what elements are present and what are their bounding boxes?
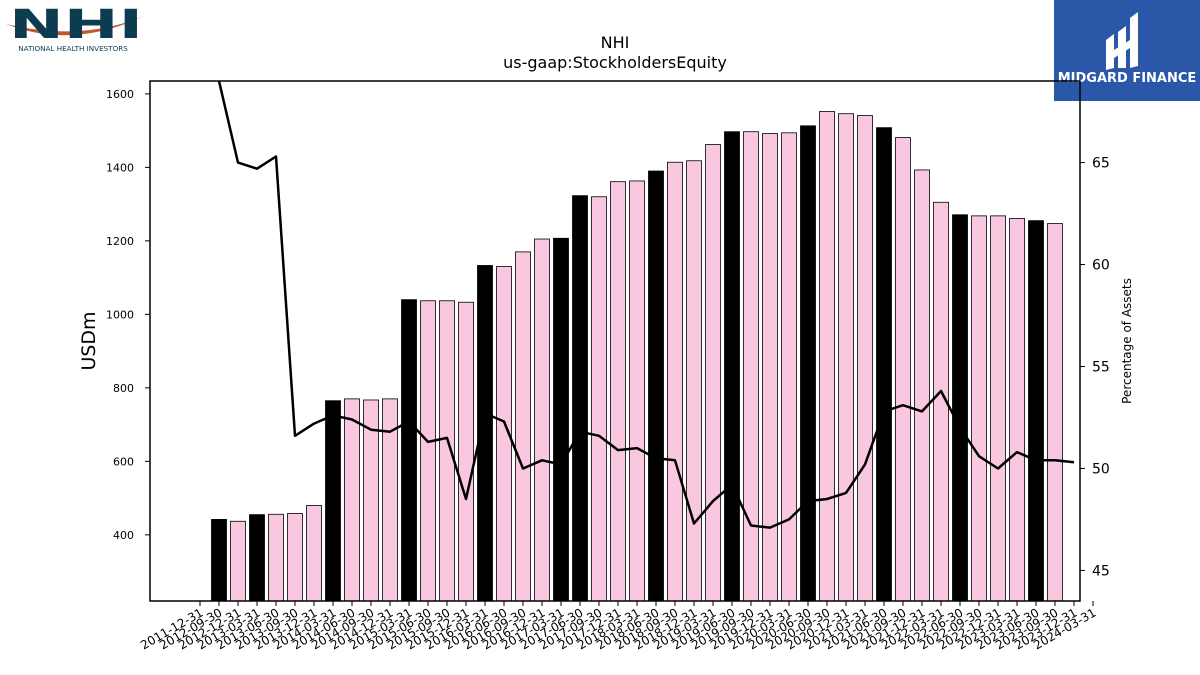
bar xyxy=(686,160,702,602)
bar xyxy=(458,301,474,602)
logo-mark-icon xyxy=(1106,12,1138,70)
bar xyxy=(724,131,740,602)
logo-text: NHI xyxy=(9,2,143,48)
bar xyxy=(268,513,284,602)
logo-swoosh xyxy=(6,16,144,36)
bar xyxy=(952,214,968,602)
bar xyxy=(743,131,759,602)
y2-tick-label: 60 xyxy=(1092,258,1110,274)
y2-tick-label: 45 xyxy=(1092,563,1110,579)
bar xyxy=(1009,218,1025,602)
y2-tick-label: 50 xyxy=(1092,461,1110,477)
y2-tick-label: 65 xyxy=(1092,156,1110,172)
bar xyxy=(762,133,778,602)
y2-tick-label: 55 xyxy=(1092,359,1110,375)
y-tick-label: 1600 xyxy=(106,88,134,101)
bar xyxy=(287,513,303,602)
logo-subtitle: NATIONAL HEALTH INVESTORS xyxy=(18,44,128,53)
y-tick-label: 400 xyxy=(113,529,134,542)
bar xyxy=(800,125,816,602)
bar xyxy=(249,514,265,602)
bar xyxy=(401,299,417,602)
bar xyxy=(857,115,873,602)
bar xyxy=(876,127,892,602)
logo-text: MIDGARD FINANCE xyxy=(1058,71,1197,86)
y-tick-label: 1400 xyxy=(106,161,134,174)
y-axis-left: 400 600 800 1000 1200 1400 1600 xyxy=(106,88,150,542)
bar xyxy=(211,519,227,602)
chart-subtitle: us-gaap:StockholdersEquity xyxy=(503,53,727,72)
bar xyxy=(971,215,987,602)
bar xyxy=(306,505,322,602)
y-axis-label: USDm xyxy=(78,311,100,370)
bar xyxy=(1047,223,1063,602)
bar xyxy=(572,195,588,602)
bar xyxy=(648,170,664,602)
y-tick-label: 1200 xyxy=(106,235,134,248)
bar-series xyxy=(211,111,1063,602)
bar xyxy=(591,196,607,602)
bar xyxy=(420,300,436,602)
bar xyxy=(990,215,1006,602)
percentage-of-assets-line xyxy=(217,81,1075,529)
bar xyxy=(553,237,569,602)
bar xyxy=(705,144,721,602)
bar xyxy=(344,398,360,602)
plot-frame xyxy=(149,80,1081,602)
x-axis: 2011-12-312012-09-302012-12-312013-03-31… xyxy=(138,601,1099,652)
y-tick-label: 800 xyxy=(113,382,134,395)
chart-title: NHI xyxy=(601,33,630,52)
nhi-logo: NHI NATIONAL HEALTH INVESTORS xyxy=(6,2,144,53)
bar xyxy=(325,400,341,602)
bar xyxy=(534,238,550,602)
bar xyxy=(895,137,911,602)
y2-axis-label: Percentage of Assets xyxy=(1120,278,1134,404)
y-tick-label: 600 xyxy=(113,455,134,468)
bar xyxy=(819,111,835,602)
bar xyxy=(838,113,854,602)
logo-background xyxy=(1054,0,1200,101)
bar xyxy=(629,180,645,602)
midgard-finance-logo: MIDGARD FINANCE xyxy=(1054,0,1200,101)
bar xyxy=(667,161,683,602)
bar xyxy=(515,251,531,602)
bar xyxy=(230,520,246,602)
line-series xyxy=(217,81,1075,529)
bar xyxy=(781,132,797,602)
y-tick-label: 1000 xyxy=(106,308,134,321)
y-axis-right: 45 50 55 60 65 xyxy=(1080,156,1110,579)
bar xyxy=(610,181,626,602)
bar xyxy=(914,169,930,602)
bar xyxy=(1028,220,1044,602)
